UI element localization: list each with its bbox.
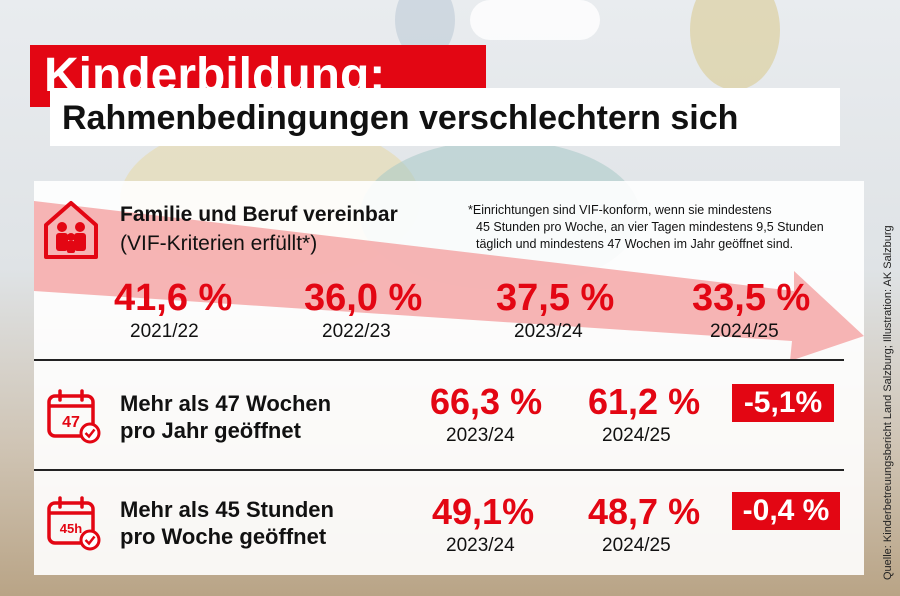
info-panel: Familie und Beruf vereinbar (VIF-Kriteri… <box>34 181 864 575</box>
calendar-47-label: 47 <box>62 414 80 431</box>
calendar-check-icon: 45h <box>47 496 101 551</box>
section-divider <box>34 359 844 361</box>
source-credit: Quelle: Kinderbetreuungsbericht Land Sal… <box>882 225 894 580</box>
weeks-value-2024: 61,2 % <box>588 381 701 422</box>
weeks-line-1: Mehr als 47 Wochen <box>120 391 332 416</box>
trend-arrow <box>34 201 864 361</box>
hours-line-2: pro Woche geöffnet <box>120 524 327 549</box>
section1-subheading: (VIF-Kriterien erfüllt*) <box>120 232 318 255</box>
weeks-year-2024: 2024/25 <box>602 425 671 446</box>
vif-year-2021: 2021/22 <box>130 321 199 342</box>
page-subtitle: Rahmenbedingungen verschlechtern sich <box>50 88 840 146</box>
footnote-line-1: *Einrichtungen sind VIF-konform, wenn si… <box>468 203 772 217</box>
hours-year-2024: 2024/25 <box>602 535 671 556</box>
weeks-change-badge: -5,1% <box>732 384 834 422</box>
hours-value-2023: 49,1% <box>432 491 535 532</box>
vif-value-2023: 37,5 % <box>496 277 615 319</box>
weeks-value-2023: 66,3 % <box>430 381 543 422</box>
calendar-45h-label: 45h <box>60 521 82 536</box>
vif-year-2023: 2023/24 <box>514 321 583 342</box>
footnote-line-3: täglich und mindestens 47 Wochen im Jahr… <box>476 237 794 251</box>
calendar-check-icon: 47 <box>47 389 101 444</box>
cloud-decoration <box>470 0 600 40</box>
hours-line-1: Mehr als 45 Stunden <box>120 497 334 522</box>
weeks-year-2023: 2023/24 <box>446 425 515 446</box>
vif-year-2024: 2024/25 <box>710 321 779 342</box>
section1-heading: Familie und Beruf vereinbar <box>120 203 398 226</box>
vif-value-2022: 36,0 % <box>304 277 423 319</box>
section-divider <box>34 469 844 471</box>
hours-value-2024: 48,7 % <box>588 491 701 532</box>
weeks-line-2: pro Jahr geöffnet <box>120 418 301 443</box>
footnote-line-2: 45 Stunden pro Woche, an vier Tagen mind… <box>476 220 824 234</box>
vif-year-2022: 2022/23 <box>322 321 391 342</box>
vif-value-2021: 41,6 % <box>114 277 233 319</box>
family-house-icon <box>44 201 98 259</box>
hours-year-2023: 2023/24 <box>446 535 515 556</box>
hours-change-badge: -0,4 % <box>732 492 840 530</box>
vif-value-2024: 33,5 % <box>692 277 811 319</box>
